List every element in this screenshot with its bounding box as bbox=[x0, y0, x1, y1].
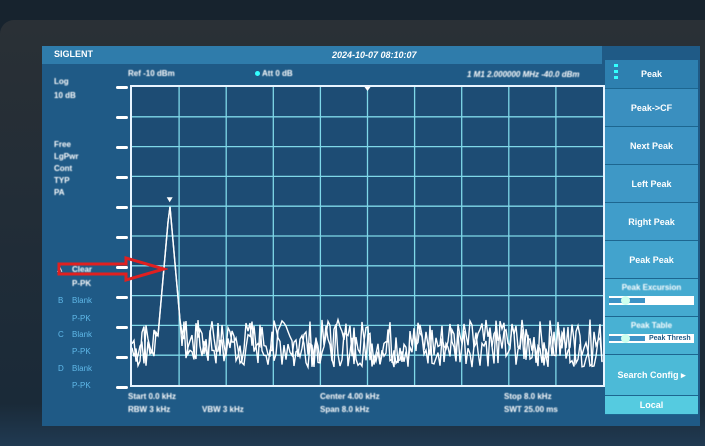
marker-readout: 1 M1 2.000000 MHz -40.0 dBm bbox=[467, 70, 580, 79]
brand-label: SIGLENT bbox=[54, 49, 94, 59]
peak-threshold-label: Peak Thresh bbox=[649, 335, 691, 342]
ref-level: Ref -10 dBm bbox=[128, 69, 175, 78]
right-peak-button[interactable]: Right Peak bbox=[605, 203, 698, 241]
datetime: 2024-10-07 08:10:07 bbox=[332, 50, 417, 60]
y-tick bbox=[116, 266, 128, 269]
trace-detector: P-PK bbox=[72, 279, 92, 288]
peak-table-control[interactable]: Peak Table Peak Thresh bbox=[605, 317, 698, 355]
local-button[interactable]: Local bbox=[605, 396, 698, 415]
y-tick bbox=[116, 116, 128, 119]
sweep-mode: Cont bbox=[54, 164, 73, 173]
attenuation: Att 0 dB bbox=[262, 69, 293, 78]
stop-freq: Stop 8.0 kHz bbox=[504, 392, 552, 401]
trig-mode: Free bbox=[54, 140, 71, 149]
y-tick bbox=[116, 326, 128, 329]
y-tick bbox=[116, 386, 128, 389]
peak-excursion-label: Peak Excursion bbox=[621, 283, 682, 292]
spectrum-trace bbox=[132, 206, 603, 370]
next-peak-button[interactable]: Next Peak bbox=[605, 127, 698, 165]
trace-state: Blank bbox=[72, 330, 93, 339]
peak-to-cf-button[interactable]: Peak->CF bbox=[605, 89, 698, 127]
left-peak-button[interactable]: Left Peak bbox=[605, 165, 698, 203]
status-dot-icon bbox=[255, 71, 260, 76]
y-tick bbox=[116, 146, 128, 149]
spectrum-plot[interactable] bbox=[130, 85, 605, 387]
peak-table-label: Peak Table bbox=[630, 321, 673, 330]
red-arrow-annotation bbox=[57, 256, 168, 282]
center-marker-icon bbox=[364, 87, 371, 91]
y-tick bbox=[116, 86, 128, 89]
marker-1-icon bbox=[166, 197, 173, 203]
trace-detector: P-PK bbox=[72, 347, 91, 356]
peak-excursion-slider[interactable] bbox=[609, 296, 694, 305]
sweep-time: SWT 25.00 ms bbox=[504, 405, 558, 414]
analyzer-screen: SIGLENT 2024-10-07 08:10:07 Ref -10 dBm … bbox=[42, 46, 700, 426]
center-freq: Center 4.00 kHz bbox=[320, 392, 380, 401]
y-tick bbox=[116, 236, 128, 239]
signal-indicator-icon bbox=[614, 64, 618, 82]
peak-excursion-control[interactable]: Peak Excursion bbox=[605, 279, 698, 317]
trace-state: Clear bbox=[72, 265, 93, 274]
trace-state: Blank bbox=[72, 296, 93, 305]
preamp: PA bbox=[54, 188, 65, 197]
rbw: RBW 3 kHz bbox=[128, 405, 171, 414]
y-tick bbox=[116, 356, 128, 359]
detector-type: TYP bbox=[54, 176, 70, 185]
trace-id: D bbox=[58, 364, 64, 373]
softkey-menu: Peak Peak->CF Next Peak Left Peak Right … bbox=[605, 60, 698, 415]
scale-div: 10 dB bbox=[54, 91, 76, 100]
y-tick bbox=[116, 296, 128, 299]
trace-id: C bbox=[58, 330, 64, 339]
trace-state: Blank bbox=[72, 364, 93, 373]
search-config-button[interactable]: Search Config ▸ bbox=[605, 355, 698, 396]
y-tick bbox=[116, 176, 128, 179]
peak-threshold-slider[interactable]: Peak Thresh bbox=[609, 334, 694, 343]
menu-title-peak[interactable]: Peak bbox=[605, 60, 698, 89]
span: Span 8.0 kHz bbox=[320, 405, 370, 414]
peak-peak-button[interactable]: Peak Peak bbox=[605, 241, 698, 279]
trace-detector: P-PK bbox=[72, 314, 91, 323]
avg-type: LgPwr bbox=[54, 152, 79, 161]
scale-type: Log bbox=[54, 77, 69, 86]
trace-id: B bbox=[58, 296, 64, 305]
start-freq: Start 0.0 kHz bbox=[128, 392, 177, 401]
y-tick bbox=[116, 206, 128, 209]
spectrum-svg bbox=[132, 87, 603, 385]
vbw: VBW 3 kHz bbox=[202, 405, 244, 414]
title-bar: SIGLENT 2024-10-07 08:10:07 bbox=[42, 46, 602, 64]
trace-detector: P-PK bbox=[72, 381, 91, 390]
